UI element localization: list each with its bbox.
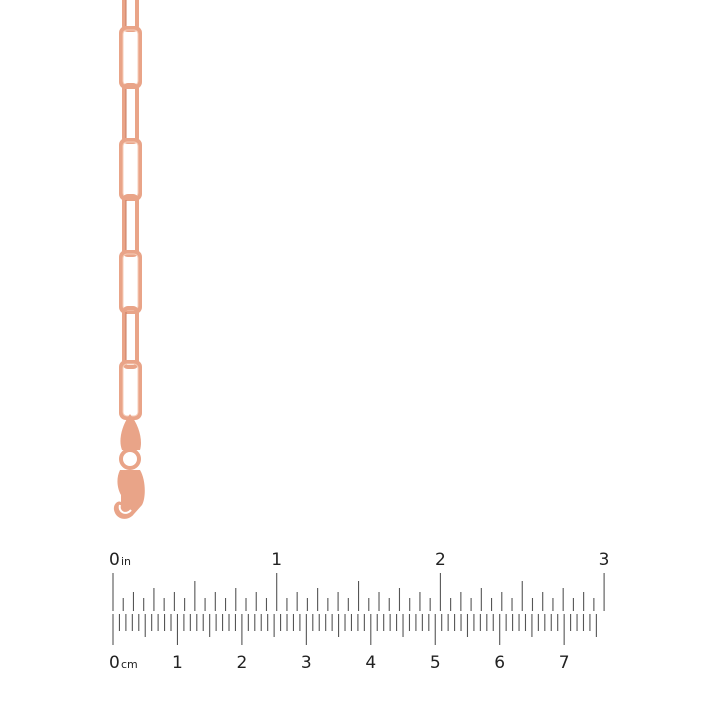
inch-labels: 0 in 1 2 3 (109, 550, 610, 570)
inch-label: 1 (271, 550, 282, 570)
cm-label: 1 (172, 653, 183, 673)
cm-label: 4 (365, 653, 376, 673)
inch-unit-label: in (121, 555, 131, 568)
clasp-body (113, 470, 145, 519)
cm-labels: 0 cm 1 2 3 4 5 6 7 (109, 653, 570, 673)
clasp-bail (120, 414, 141, 450)
cm-label: 5 (430, 653, 441, 673)
inch-label: 2 (435, 550, 446, 570)
jump-ring (119, 448, 141, 470)
inch-label: 3 (599, 550, 610, 570)
cm-label: 2 (236, 653, 247, 673)
cm-label: 6 (494, 653, 505, 673)
lobster-clasp (113, 414, 145, 519)
cm-unit-label: cm (121, 658, 138, 671)
chain-link (122, 194, 139, 257)
cm-label: 3 (301, 653, 312, 673)
chain-link (122, 306, 139, 369)
inch-ticks (112, 573, 605, 611)
cm-ticks (112, 614, 597, 645)
inch-label: 0 (109, 550, 120, 570)
cm-label: 0 (109, 653, 120, 673)
cm-label: 7 (559, 653, 570, 673)
paperclip-chain-bracelet (113, 0, 145, 519)
